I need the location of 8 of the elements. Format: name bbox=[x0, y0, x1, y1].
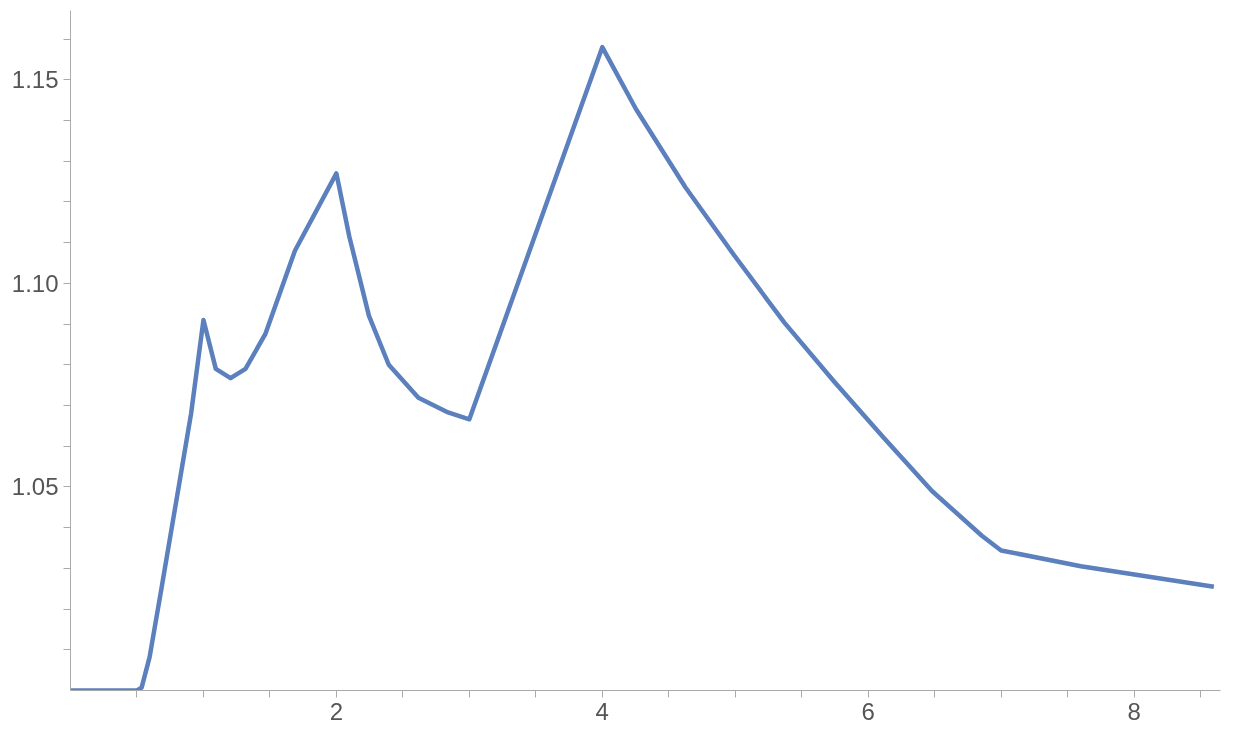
x-tick-label: 4 bbox=[595, 697, 609, 725]
line-series bbox=[70, 44, 1217, 691]
x-tick-label: 6 bbox=[861, 697, 875, 725]
y-tick-label: 1.05 bbox=[11, 473, 59, 501]
y-tick-label: 1.10 bbox=[11, 269, 59, 297]
y-tick-label: 1.15 bbox=[11, 66, 59, 94]
x-tick-label: 2 bbox=[329, 697, 344, 725]
x-tick-label: 8 bbox=[1127, 697, 1141, 725]
